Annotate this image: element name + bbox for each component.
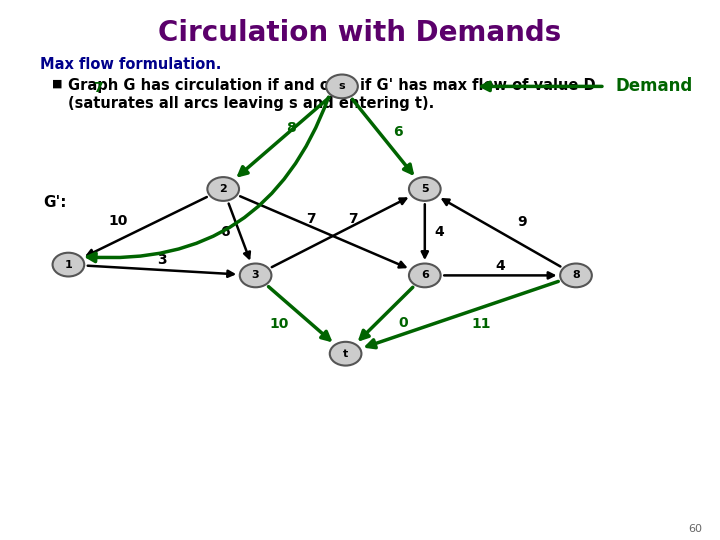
Text: 10: 10 (109, 214, 128, 228)
Text: 10: 10 (269, 318, 289, 331)
Text: 7: 7 (306, 212, 316, 226)
Text: 8: 8 (572, 271, 580, 280)
Text: 0: 0 (398, 316, 408, 329)
Text: Circulation with Demands: Circulation with Demands (158, 19, 562, 47)
Text: 8: 8 (287, 121, 296, 135)
Text: Max flow formulation.: Max flow formulation. (40, 57, 221, 72)
Text: 60: 60 (688, 523, 702, 534)
Circle shape (240, 264, 271, 287)
Text: 6: 6 (421, 271, 428, 280)
Text: 3: 3 (252, 271, 259, 280)
Circle shape (330, 342, 361, 366)
Text: 5: 5 (421, 184, 428, 194)
Text: 4: 4 (434, 225, 444, 239)
Circle shape (53, 253, 84, 276)
Text: Graph G has circulation if and only if G' has max flow of value D
(saturates all: Graph G has circulation if and only if G… (68, 78, 596, 111)
Text: s: s (338, 82, 346, 91)
Circle shape (409, 177, 441, 201)
Circle shape (207, 177, 239, 201)
Circle shape (560, 264, 592, 287)
Circle shape (326, 75, 358, 98)
Text: 7: 7 (93, 82, 102, 96)
Text: 2: 2 (220, 184, 227, 194)
Text: 9: 9 (517, 215, 527, 230)
Text: 11: 11 (471, 318, 491, 331)
Text: 4: 4 (495, 259, 505, 273)
Text: Demand: Demand (616, 77, 693, 96)
Text: t: t (343, 349, 348, 359)
Text: 6: 6 (393, 125, 402, 139)
Text: 1: 1 (65, 260, 72, 269)
Text: 3: 3 (157, 253, 167, 267)
Text: 6: 6 (220, 225, 230, 239)
Text: G':: G': (43, 195, 67, 210)
Circle shape (409, 264, 441, 287)
Text: 7: 7 (348, 212, 358, 226)
Text: ■: ■ (52, 78, 63, 89)
